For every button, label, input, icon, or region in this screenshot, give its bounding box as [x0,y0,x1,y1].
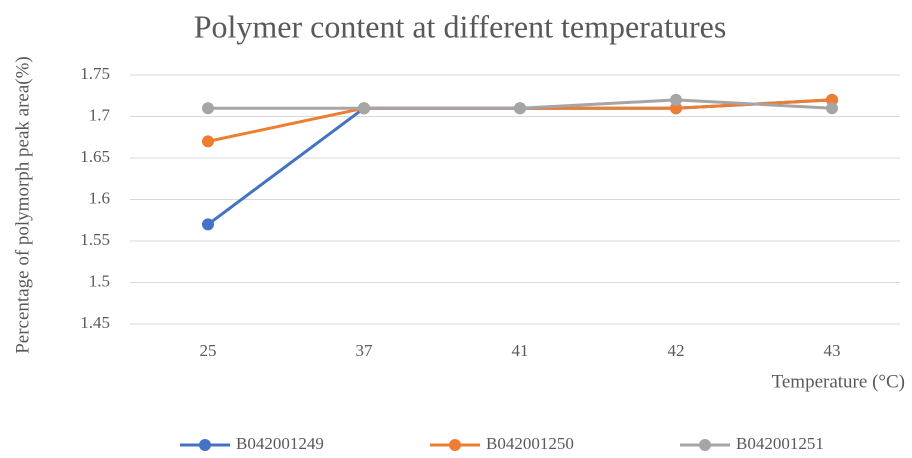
point-marker [670,93,682,106]
point-marker [826,93,838,106]
y-tick-label: 1.45 [80,313,110,332]
point-marker [826,102,838,115]
legend-label: B042001251 [736,434,824,453]
y-axis-label: Percentage of polymorph peak area(%) [12,56,33,354]
point-marker [202,135,214,148]
y-tick-label: 1.65 [80,147,110,166]
point-marker [358,102,370,115]
legend-marker [699,439,711,451]
chart-title: Polymer content at different temperature… [194,8,727,44]
y-tick-label: 1.6 [89,188,110,207]
series-line [207,98,833,226]
x-tick-label: 41 [512,341,529,360]
x-axis-label: Temperature (°C) [772,371,905,392]
legend-label: B042001249 [236,434,324,453]
point-marker [202,218,214,231]
legend-marker [449,439,461,451]
point-marker [514,102,526,115]
legend-label: B042001250 [486,434,574,453]
point-marker [670,102,682,115]
x-tick-label: 43 [824,341,841,360]
legend-marker [199,439,211,451]
x-tick-label: 25 [200,341,217,360]
y-tick-label: 1.55 [80,230,110,249]
x-tick-label: 37 [356,341,374,360]
x-tick-label: 42 [668,341,685,360]
point-marker [202,102,214,115]
y-tick-label: 1.75 [80,64,110,83]
y-tick-label: 1.5 [89,271,110,290]
y-tick-label: 1.7 [89,105,111,124]
